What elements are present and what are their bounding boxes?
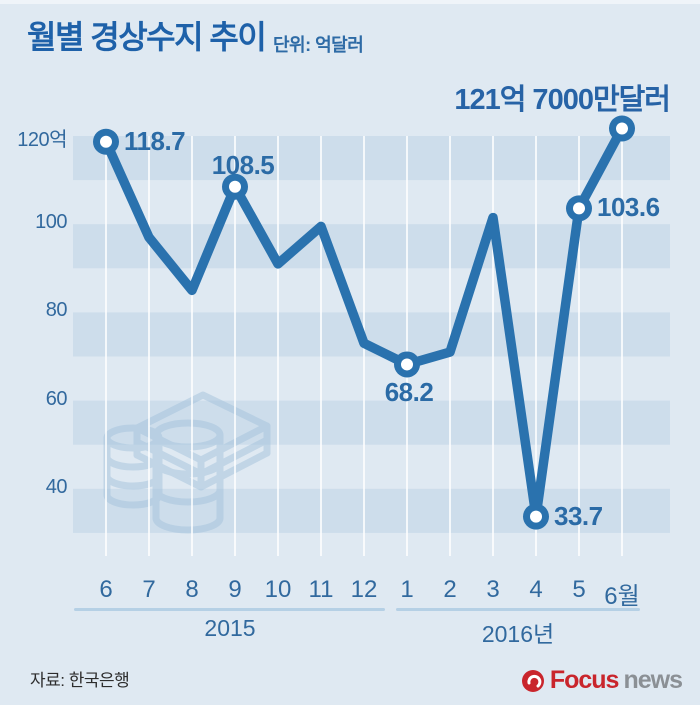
y-axis-label: 120억 [17,129,67,151]
logo-text-focus: Focus [549,666,620,694]
unit-label: 단위: 억달러 [273,35,364,55]
y-axis-label: 100 [35,211,67,234]
data-point-marker-center [616,122,628,135]
x-axis-label: 1 [400,576,414,603]
source-label: 자료: 한국은행 [30,671,130,690]
y-axis-label: 60 [45,387,68,410]
focusnews-swirl-icon [521,669,544,692]
x-axis-label: 9 [228,576,242,603]
point-value-label: 118.7 [124,125,186,156]
data-point-marker-center [229,180,241,193]
x-axis-label: 6월 [604,583,640,610]
x-axis-label: 7 [142,576,156,603]
point-value-label: 103.6 [597,192,660,223]
data-point-marker-center [573,202,585,215]
data-point-marker-center [100,135,112,148]
point-value-label: 68.2 [384,377,434,408]
grid-band [73,136,670,181]
x-axis-label: 12 [350,576,378,603]
page-title: 월별 경상수지 추이 [27,19,267,55]
point-value-label: 33.7 [554,500,603,531]
year-label-2015: 2015 [204,615,256,641]
top-highlight-strip [0,0,700,4]
y-axis-label: 80 [45,299,68,322]
point-value-label: 108.5 [211,149,275,180]
data-point-marker-center [530,510,542,523]
year-2016-underline [396,608,640,611]
x-axis-label: 10 [264,576,292,603]
x-axis-label: 2 [443,576,457,603]
x-axis-label: 11 [308,576,334,603]
chart-series [93,115,635,530]
x-axis-label: 4 [529,576,543,603]
point-value-label: 121억 7000만달러 [454,84,671,116]
y-axis-label: 40 [45,475,68,498]
x-axis-label: 6 [99,576,113,603]
logo-text-news: news [623,666,683,694]
year-2015-underline [74,608,385,611]
year-label-2016: 2016년 [481,621,555,647]
data-point-marker-center [401,358,413,371]
focusnews-logo: Focus news [521,666,683,695]
x-axis-label: 5 [572,576,586,603]
x-axis-label: 8 [185,576,199,603]
x-axis-label: 3 [486,576,500,603]
